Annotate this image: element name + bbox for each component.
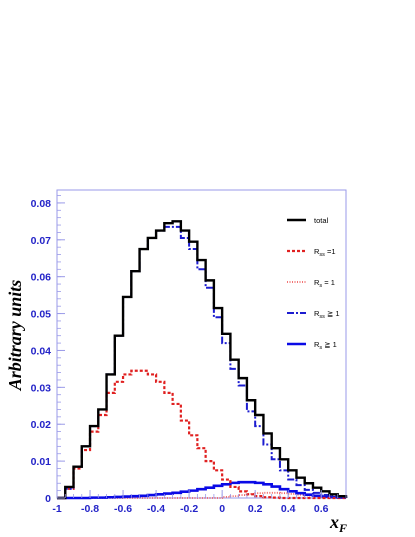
y-tick-label: 0.03 <box>31 382 52 394</box>
series-3-line <box>57 225 347 499</box>
y-tick-label: 0.07 <box>31 235 52 247</box>
legend-label-rsge1: Rs ≧ 1 <box>314 340 337 351</box>
x-tick-label: -0.4 <box>147 503 165 515</box>
x-tick-label: 0 <box>219 503 225 515</box>
y-tick-label: 0.05 <box>31 309 52 321</box>
x-tick-label: 0.4 <box>281 503 296 515</box>
legend-label-rssge1: Rss ≧ 1 <box>314 309 340 320</box>
plot-frame <box>56 189 347 499</box>
y-tick-label: 0.08 <box>31 198 52 210</box>
legend-label-rs1: Rs = 1 <box>314 278 335 289</box>
series-4-line <box>57 480 348 500</box>
y-tick-label: 0.04 <box>31 345 52 357</box>
axis-layer: 0 0.01 0.02 0.03 0.04 0.05 0.06 0.07 0.08 -1 -0.8 -… <box>31 195 347 515</box>
x-axis-label: xF <box>329 512 347 535</box>
y-tick-label: 0.06 <box>31 272 52 284</box>
x-tick-label: 0.6 <box>314 503 329 515</box>
x-tick-label: -0.2 <box>180 503 198 515</box>
legend-label-total: total <box>314 216 329 225</box>
y-axis-label: Arbitrary units <box>5 280 25 392</box>
x-tick-label: -0.8 <box>81 503 99 515</box>
legend: total Rss =1 Rs = 1 Rss ≧ 1 Rs ≧ 1 <box>287 216 340 351</box>
legend-label-rss1: Rss =1 <box>314 247 336 258</box>
x-tick-label: -0.6 <box>114 503 132 515</box>
series-layer <box>57 220 348 500</box>
series-1-line <box>57 369 346 500</box>
x-tick-label: 0.2 <box>248 503 263 515</box>
y-tick-label: 0 <box>45 493 51 505</box>
y-tick-label: 0.01 <box>31 456 52 468</box>
y-tick-label: 0.02 <box>31 419 52 431</box>
series-0-line <box>57 220 348 500</box>
x-tick-label: -1 <box>52 503 61 515</box>
